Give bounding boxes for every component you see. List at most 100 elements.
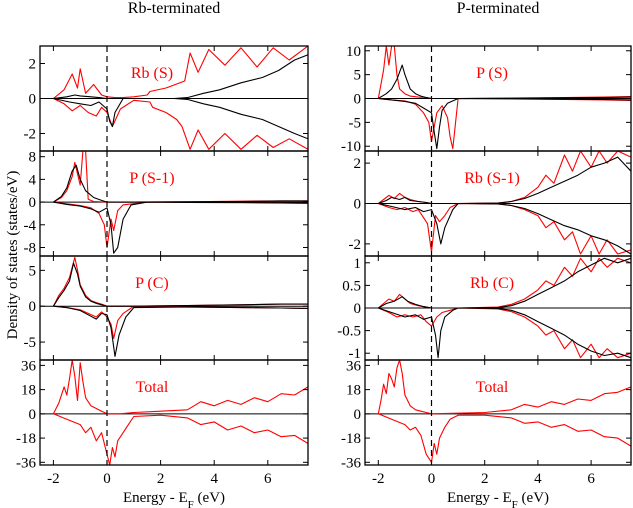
y-tick-label: -8 <box>24 240 37 256</box>
x-tick-label: 6 <box>264 471 272 487</box>
y-tick-label: 0 <box>29 407 37 423</box>
panel-1: 10 5 0 -5 -10 P (S) <box>341 44 632 155</box>
x-tick-label: -2 <box>47 471 60 487</box>
x-tick-label: 2 <box>157 471 165 487</box>
dos-curve-black <box>378 307 631 359</box>
dos-curve-red <box>378 202 631 255</box>
x-tick-label: 6 <box>587 471 595 487</box>
y-tick-label: 18 <box>346 383 361 399</box>
panel-label: Total <box>476 379 509 396</box>
y-tick-label: 0 <box>354 92 362 108</box>
panel-frame <box>364 359 632 466</box>
dos-curve-black <box>378 202 631 255</box>
panel-frame <box>39 359 309 466</box>
panel-4: 36 18 0 -18 -36 Total <box>16 358 309 471</box>
y-tick-label: 18 <box>21 383 36 399</box>
panel-3: 1 0.5 0 -0.5 -1 Rb (C) <box>337 255 632 362</box>
dos-curve-black <box>378 257 631 309</box>
panel-label: Rb (S-1) <box>464 170 520 187</box>
y-tick-label: -18 <box>341 431 361 447</box>
x-axis-label-subscript: F <box>512 499 518 508</box>
x-axis-label-main: Energy - E <box>123 490 188 506</box>
x-tick-label: 2 <box>481 471 489 487</box>
panel-label: Rb (S) <box>131 65 173 82</box>
dos-curve-black <box>53 97 308 140</box>
y-tick-label: 5 <box>354 68 362 84</box>
y-tick-label: 0 <box>354 197 362 213</box>
dos-curve-black <box>53 305 308 357</box>
panel-3: 5 0 -5 P (C) <box>24 255 309 361</box>
y-tick-label: 8 <box>29 150 37 166</box>
x-axis-label: Energy - EF (eV) <box>123 490 225 508</box>
dos-curve-red <box>377 257 631 309</box>
y-tick-label: -36 <box>16 455 36 471</box>
y-tick-label: -1 <box>349 346 362 362</box>
dos-curve-black <box>53 164 308 203</box>
y-tick-label: -10 <box>341 139 361 155</box>
y-tick-label: -4 <box>24 218 37 234</box>
y-tick-label: -5 <box>24 335 37 351</box>
x-tick-label: -2 <box>372 471 385 487</box>
y-tick-label: 36 <box>346 358 362 374</box>
y-tick-label: 0.5 <box>342 278 361 294</box>
y-tick-label: 0 <box>29 195 37 211</box>
dos-curve-red <box>52 360 308 415</box>
dos-curve-black <box>53 201 308 254</box>
x-tick-label: 0 <box>428 471 436 487</box>
panel-2: 8 4 0 -4 -8 P (S-1) <box>24 150 309 257</box>
x-tick-label: 4 <box>210 471 218 487</box>
dos-curve-red <box>378 413 631 463</box>
y-tick-label: 4 <box>29 172 37 188</box>
y-tick-label: 0 <box>29 299 37 315</box>
x-axis-label-main: Energy - E <box>447 490 512 506</box>
x-tick-label: 0 <box>103 471 111 487</box>
y-tick-label: 10 <box>346 44 361 60</box>
chart-title: P-terminated <box>457 0 540 17</box>
x-tick-label: 4 <box>534 471 542 487</box>
chart-title: Rb-terminated <box>128 0 220 17</box>
y-tick-label: 36 <box>21 358 37 374</box>
dos-curve-red <box>52 256 308 307</box>
panel-1: -2 0 2 Rb (S) <box>24 45 309 152</box>
dos-curve-red <box>53 305 308 340</box>
y-tick-label: 2 <box>354 156 362 172</box>
y-tick-label: 0 <box>29 92 37 108</box>
panel-label: Rb (C) <box>470 275 514 292</box>
y-tick-label: 1 <box>354 256 362 272</box>
dos-curve-black <box>52 262 308 307</box>
y-tick-label: -2 <box>349 237 362 253</box>
panel-label: P (C) <box>135 275 169 292</box>
panel-label: P (S-1) <box>129 170 174 187</box>
panel-4: 36 18 0 -18 -36 Total <box>341 358 632 471</box>
y-tick-label: 0 <box>354 301 362 317</box>
dos-curve-black <box>378 97 631 150</box>
y-tick-label: 0 <box>354 407 362 423</box>
dos-curve-red <box>53 98 308 150</box>
dos-curve-black <box>378 156 631 205</box>
x-axis-label-unit: (eV) <box>518 490 549 506</box>
dos-curve-red <box>378 97 631 150</box>
y-tick-label: -2 <box>24 127 37 143</box>
dos-curve-red <box>378 307 631 359</box>
dos-curve-black <box>378 64 631 100</box>
panel-2: 2 0 -2 Rb (S-1) <box>349 150 632 257</box>
dos-curve-red <box>377 360 631 415</box>
y-tick-label: -36 <box>341 455 361 471</box>
panel-label: Total <box>136 379 169 396</box>
x-axis-label: Energy - EF (eV) <box>447 490 549 508</box>
y-tick-label: -18 <box>16 431 36 447</box>
dos-curve-red <box>53 46 308 99</box>
y-tick-label: 5 <box>29 263 37 279</box>
y-tick-label: -5 <box>349 115 362 131</box>
x-axis-label-subscript: F <box>188 499 194 508</box>
panel-frame <box>39 150 309 257</box>
y-tick-label: 2 <box>29 57 37 73</box>
panel-label: P (S) <box>476 65 508 82</box>
y-axis-label: Density of states (states/eV) <box>5 171 21 340</box>
dos-curve-red <box>53 413 308 465</box>
dos-curve-red <box>53 151 308 203</box>
x-axis-label-unit: (eV) <box>194 490 225 506</box>
